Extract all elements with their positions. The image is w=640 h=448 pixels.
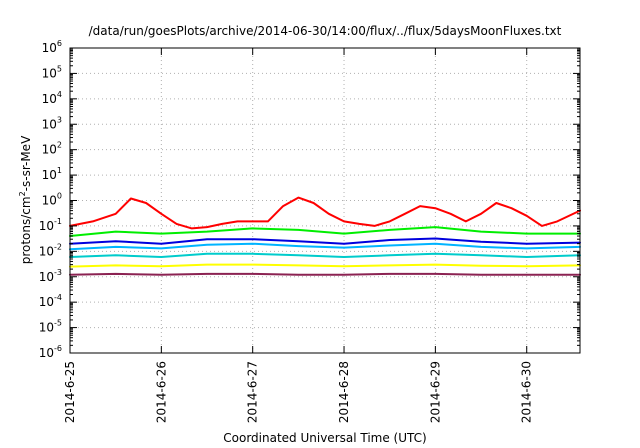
x-tick-label: 2014-6-25 <box>63 361 77 423</box>
x-tick-label: 2014-6-26 <box>154 361 168 423</box>
y-axis-label-rest: -s-sr-MeV <box>19 135 33 191</box>
x-tick-labels: 2014-6-25 2014-6-26 2014-6-27 2014-6-28 2014… <box>63 361 534 423</box>
y-tick-label-exp: -5 <box>54 319 62 328</box>
x-tick-label: 2014-6-28 <box>337 361 351 423</box>
y-tick-label: 10-2 <box>39 242 62 258</box>
y-tick-label-exp: 3 <box>57 115 62 124</box>
y-tick-label-exp: 6 <box>57 39 62 48</box>
y-tick-label: 10-5 <box>39 319 62 335</box>
y-tick-label-base: 10 <box>39 244 54 258</box>
y-tick-label-exp: 1 <box>57 166 62 175</box>
y-tick-label-base: 10 <box>39 295 54 309</box>
y-tick-label: 104 <box>42 90 62 106</box>
y-tick-label-base: 10 <box>42 41 57 55</box>
y-tick-label: 10-4 <box>39 293 62 309</box>
series-line <box>69 196 581 230</box>
y-tick-label: 103 <box>42 115 62 131</box>
y-tick-label-exp: -2 <box>54 242 62 251</box>
y-tick-label: 100 <box>42 192 62 208</box>
y-tick-labels: 10-610-510-410-310-210-11001011021031041… <box>39 39 62 360</box>
y-tick-label-base: 10 <box>42 92 57 106</box>
series-line <box>69 272 581 276</box>
y-tick-label: 10-3 <box>39 268 62 284</box>
y-tick-label-exp: 5 <box>57 64 62 73</box>
x-axis-label: Coordinated Universal Time (UTC) <box>223 431 426 445</box>
y-tick-label-exp: -6 <box>54 344 62 353</box>
y-axis-label-base: protons/cm <box>19 196 33 264</box>
x-tick-label: 2014-6-30 <box>520 361 534 423</box>
y-tick-label: 10-6 <box>39 344 62 360</box>
y-tick-label-base: 10 <box>39 321 54 335</box>
y-tick-label-exp: 2 <box>57 141 62 150</box>
y-tick-label-exp: 4 <box>57 90 62 99</box>
y-tick-label-base: 10 <box>42 117 57 131</box>
y-tick-label: 105 <box>42 64 62 80</box>
y-tick-label: 101 <box>42 166 62 182</box>
y-tick-label-base: 10 <box>39 270 54 284</box>
series-line <box>69 226 581 237</box>
y-tick-label-base: 10 <box>42 194 57 208</box>
axis-ticks <box>69 47 580 354</box>
y-tick-label: 10-1 <box>39 217 62 233</box>
y-tick-label-exp: -4 <box>54 293 62 302</box>
series-line <box>69 242 581 251</box>
series-layer <box>69 196 581 276</box>
x-tick-label: 2014-6-27 <box>246 361 260 423</box>
y-tick-label-base: 10 <box>39 219 54 233</box>
y-tick-label-exp: -1 <box>54 217 62 226</box>
y-tick-label-base: 10 <box>42 143 57 157</box>
x-tick-label: 2014-6-29 <box>428 361 442 423</box>
y-tick-label: 102 <box>42 141 62 157</box>
y-tick-label-base: 10 <box>42 168 57 182</box>
y-tick-label: 106 <box>42 39 62 55</box>
y-tick-label-exp: 0 <box>57 192 62 201</box>
y-tick-label-base: 10 <box>39 346 54 360</box>
y-axis-label: protons/cm2-s-sr-MeV <box>18 135 33 264</box>
series-line <box>69 237 581 245</box>
y-axis-label-sup: 2 <box>18 191 27 196</box>
y-tick-label-base: 10 <box>42 66 57 80</box>
chart-title: /data/run/goesPlots/archive/2014-06-30/1… <box>89 24 562 38</box>
series-line <box>69 252 581 258</box>
y-tick-label-exp: -3 <box>54 268 62 277</box>
series-line <box>69 263 581 268</box>
